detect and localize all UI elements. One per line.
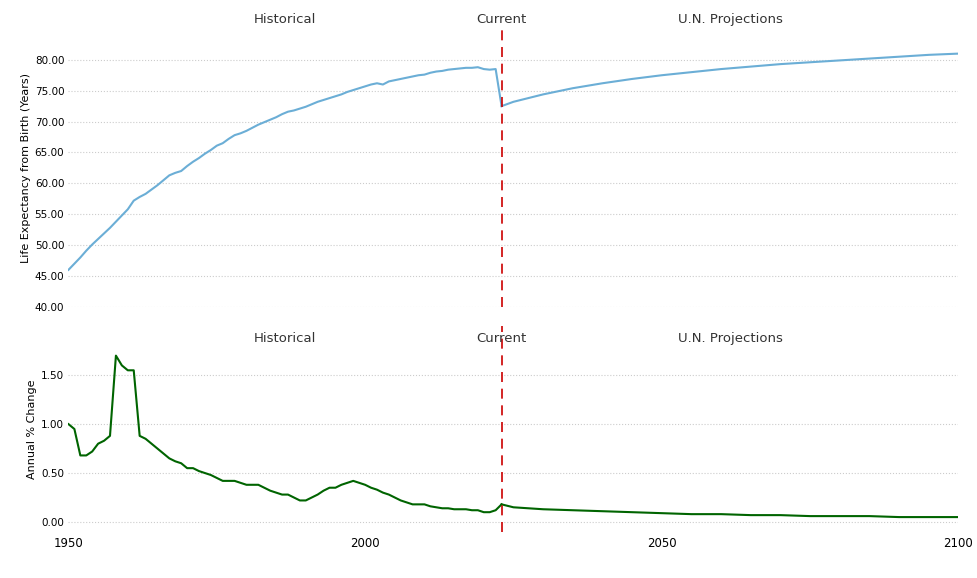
- Text: Historical: Historical: [254, 13, 316, 26]
- Text: Current: Current: [476, 332, 527, 346]
- Text: Historical: Historical: [254, 332, 316, 346]
- Text: U.N. Projections: U.N. Projections: [677, 13, 782, 26]
- Text: U.N. Projections: U.N. Projections: [677, 332, 782, 346]
- Y-axis label: Annual % Change: Annual % Change: [27, 379, 37, 479]
- Text: Current: Current: [476, 13, 527, 26]
- Y-axis label: Life Expectancy from Birth (Years): Life Expectancy from Birth (Years): [21, 73, 30, 263]
